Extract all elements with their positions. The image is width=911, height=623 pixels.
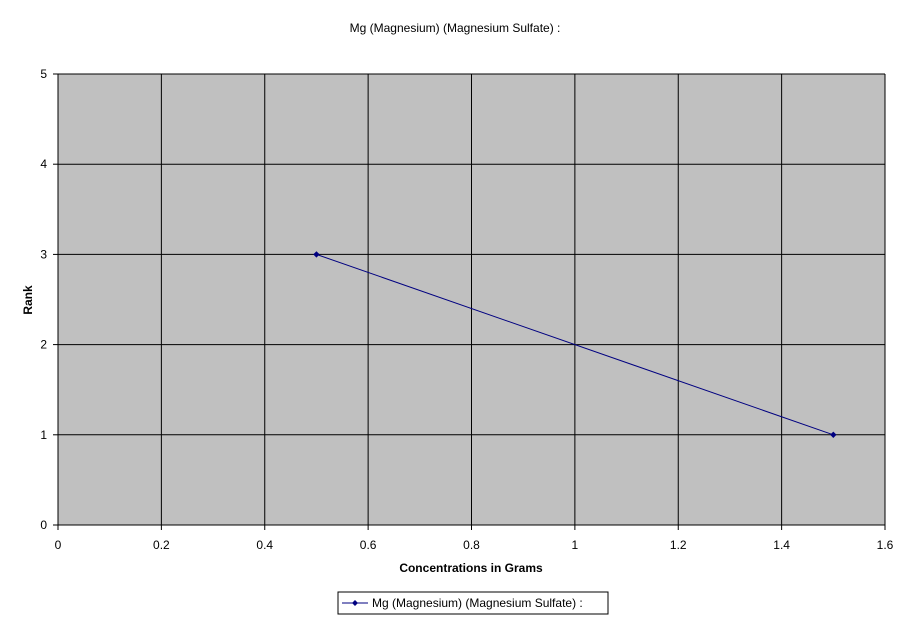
x-tick-label: 1.4	[773, 538, 790, 552]
y-axis-title: Rank	[21, 285, 35, 315]
y-tick-label: 5	[40, 67, 47, 81]
series-layer	[313, 251, 837, 438]
y-tick-labels: 0 1 2 3 4 5	[40, 67, 47, 532]
y-tick-label: 4	[40, 157, 47, 171]
chart-title: Mg (Magnesium) (Magnesium Sulfate) :	[350, 21, 561, 35]
grid-lines	[58, 73, 886, 525]
y-tick-label: 2	[40, 338, 47, 352]
x-axis-title: Concentrations in Grams	[399, 561, 543, 575]
y-tick-label: 0	[40, 518, 47, 532]
y-tick-label: 1	[40, 428, 47, 442]
legend: Mg (Magnesium) (Magnesium Sulfate) :	[337, 591, 609, 615]
x-tick-label: 1	[572, 538, 579, 552]
x-tick-label: 0.4	[256, 538, 273, 552]
x-tick-label: 0.6	[360, 538, 377, 552]
x-tick-label: 1.6	[877, 538, 894, 552]
legend-box	[337, 591, 609, 615]
x-tick-label: 0	[55, 538, 62, 552]
x-tick-label: 0.8	[463, 538, 480, 552]
x-tick-label: 1.2	[670, 538, 687, 552]
x-tick-label: 0.2	[153, 538, 170, 552]
x-tick-labels: 0 0.2 0.4 0.6 0.8 1 1.2 1.4 1.6	[55, 538, 894, 552]
data-point	[313, 251, 320, 258]
legend-label: Mg (Magnesium) (Magnesium Sulfate) :	[372, 596, 583, 610]
legend-marker-icon	[352, 600, 358, 606]
series-line	[316, 253, 834, 436]
y-tick-label: 3	[40, 247, 47, 261]
data-point	[830, 431, 837, 438]
axes	[53, 73, 886, 530]
